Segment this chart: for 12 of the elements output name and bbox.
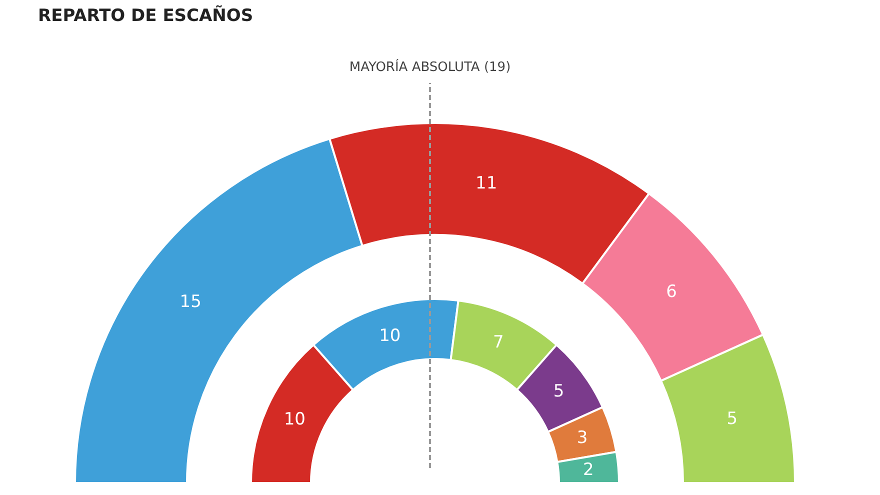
text: MAYORÍA ABSOLUTA (19): [349, 58, 511, 75]
data-label: 6: [666, 282, 677, 302]
data-label: 3: [576, 428, 588, 448]
data-label: 11: [476, 173, 498, 194]
chart-title: REPARTO DE ESCAÑOS: [38, 6, 254, 26]
data-label: 10: [379, 326, 401, 346]
data-label: 5: [553, 381, 564, 402]
data-label: 7: [493, 332, 504, 353]
data-label: 10: [284, 410, 306, 430]
data-label: 5: [726, 408, 738, 429]
data-label: 2: [583, 460, 594, 480]
data-label: 15: [180, 292, 202, 312]
